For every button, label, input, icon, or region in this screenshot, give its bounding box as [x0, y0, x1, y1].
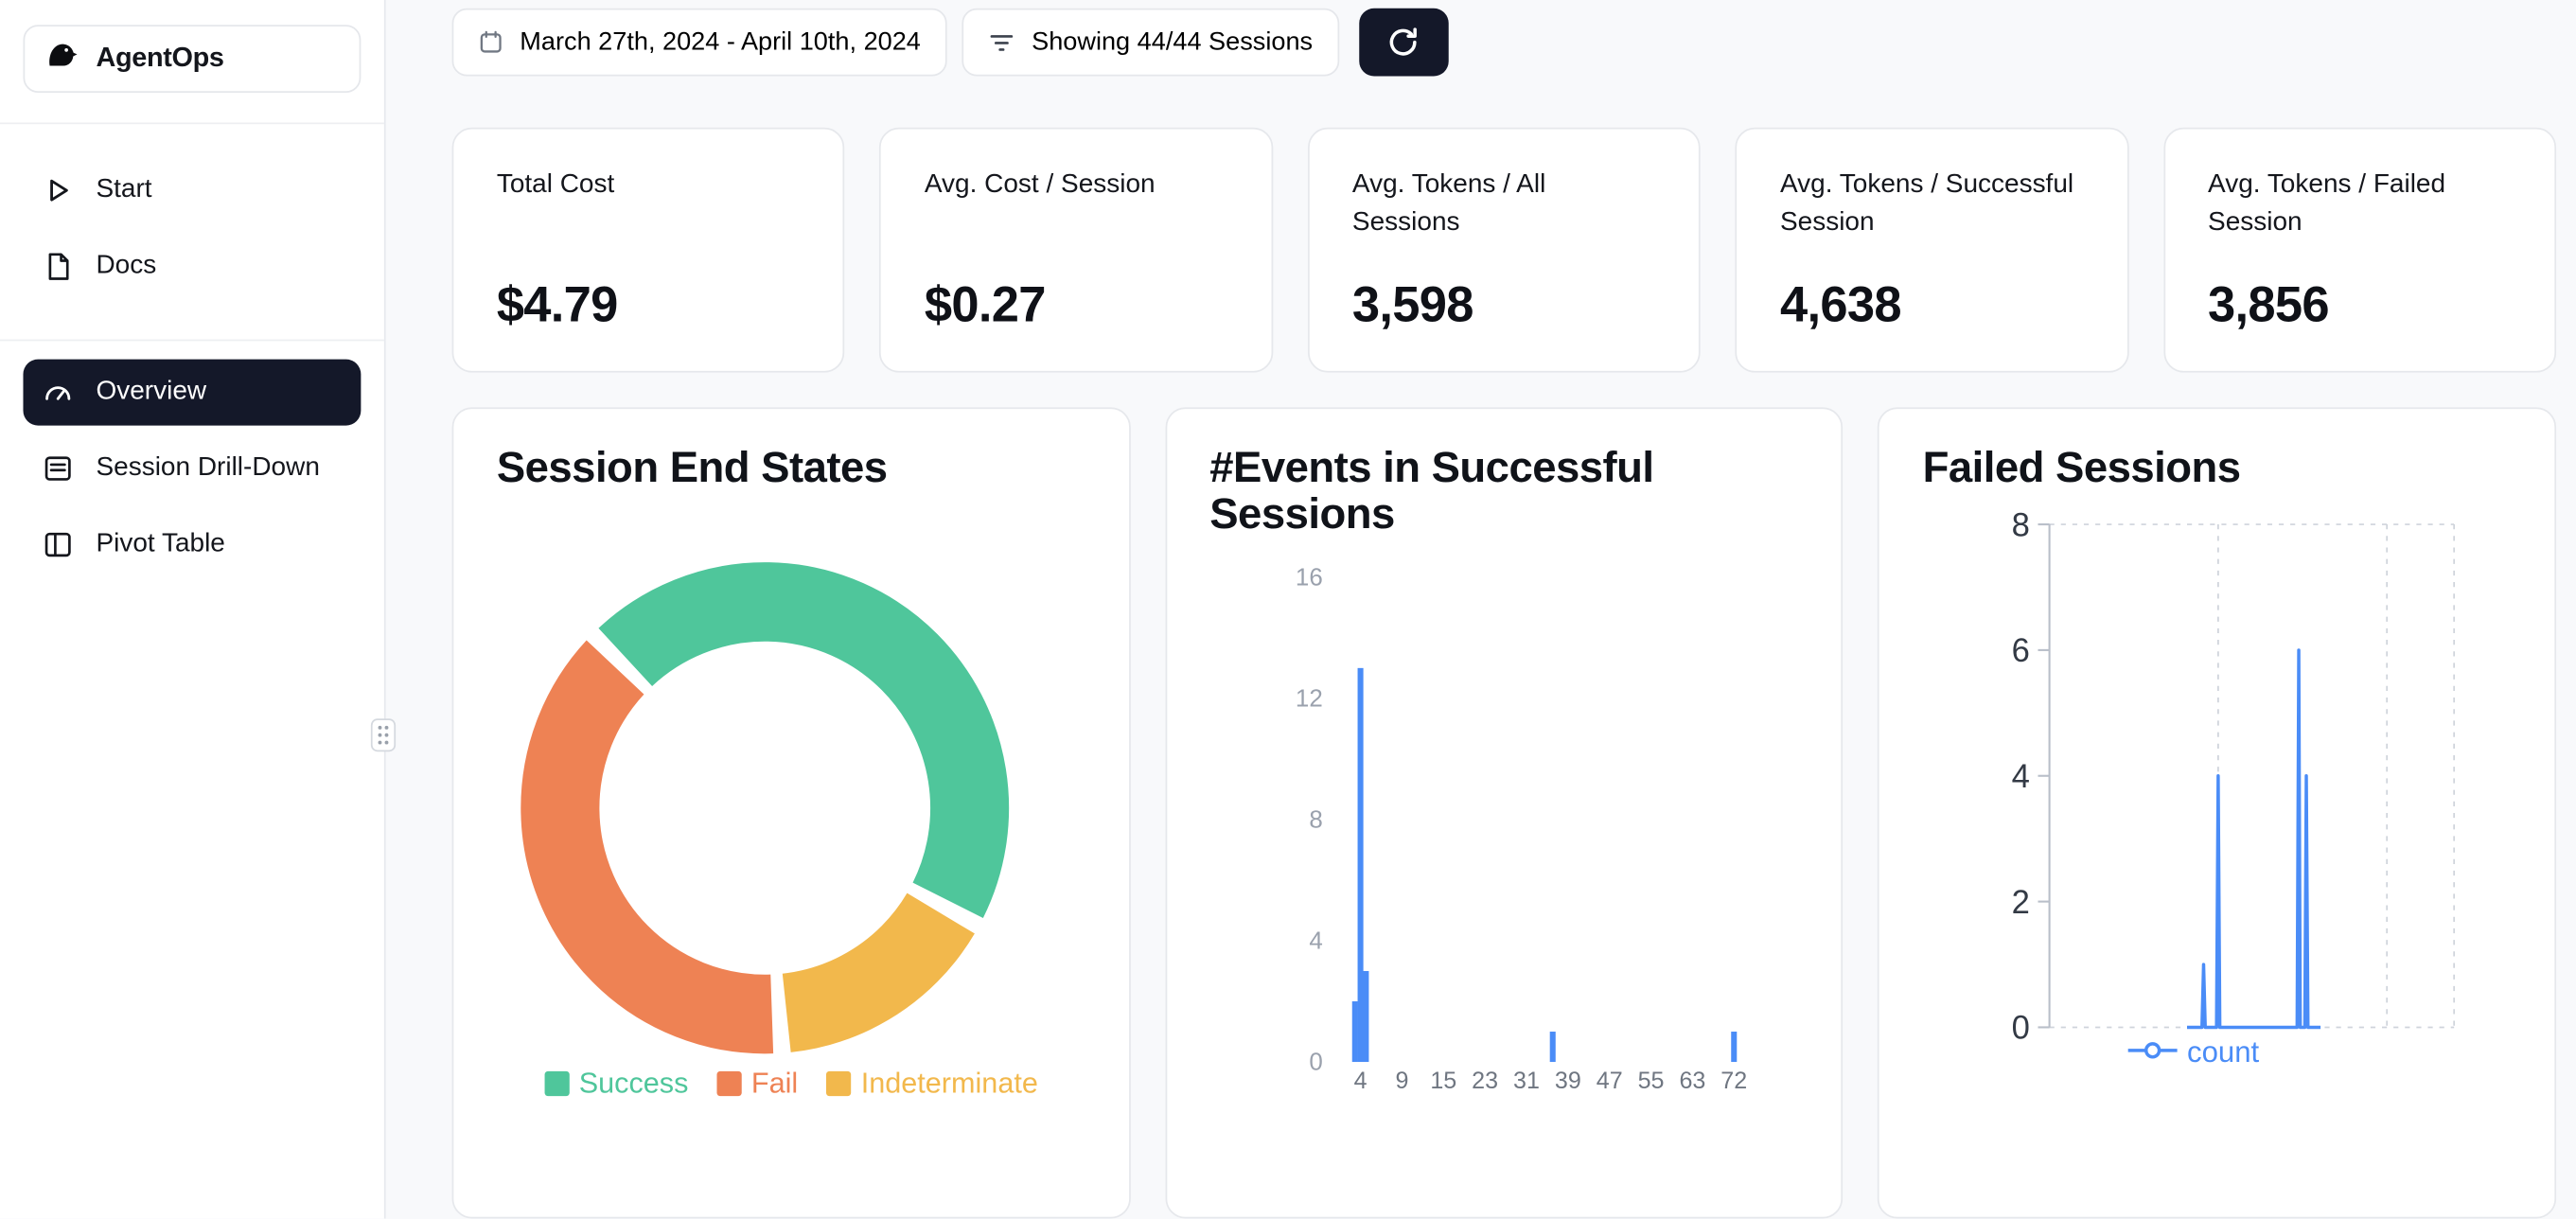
sidebar-divider [0, 339, 384, 342]
legend-item-fail: Fail [716, 1067, 798, 1102]
svg-text:4: 4 [1353, 1068, 1367, 1094]
svg-text:12: 12 [1295, 684, 1322, 713]
grip-dots-icon [378, 725, 389, 745]
list-icon [42, 452, 75, 486]
sidebar-item-session-drill-down[interactable]: Session Drill-Down [23, 435, 361, 502]
refresh-button[interactable] [1359, 8, 1449, 77]
play-icon [42, 174, 75, 207]
sidebar-item-pivot-table[interactable]: Pivot Table [23, 512, 361, 578]
svg-text:55: 55 [1637, 1068, 1664, 1094]
session-end-states-donut-chart [520, 562, 1010, 1054]
sidebar: AgentOps Start Docs O [0, 0, 397, 1219]
chart-title: #Events in Successful Sessions [1209, 442, 1654, 538]
stat-label: Avg. Tokens / Successful Session [1779, 170, 2074, 237]
stat-card-avg-tokens-successful: Avg. Tokens / Successful Session 4,638 [1735, 127, 2129, 373]
sidebar-item-docs[interactable]: Docs [23, 234, 361, 300]
svg-text:2: 2 [2012, 885, 2030, 921]
sidebar-item-label: Session Drill-Down [96, 453, 320, 483]
charts-row: Session End States Success Fail Indetermin… [451, 407, 2557, 1219]
table-columns-icon [42, 528, 75, 561]
svg-text:0: 0 [2012, 1011, 2030, 1047]
svg-text:4: 4 [2012, 759, 2030, 795]
chart-title: Failed Sessions [1922, 442, 2241, 492]
legend-swatch-icon [543, 1070, 570, 1097]
app-logo: AgentOps [23, 25, 362, 93]
events-histogram-chart: 0 4 8 12 16 4 9 15 23 31 39 47 55 63 72 [1295, 562, 1747, 1094]
events-histogram-card: #Events in Successful Sessions 0 4 8 12 16 4 9… [1165, 407, 1844, 1219]
sidebar-item-overview[interactable]: Overview [23, 359, 362, 426]
legend-swatch-icon [825, 1070, 852, 1097]
svg-text:15: 15 [1430, 1068, 1456, 1094]
failed-sessions-card: Failed Sessions 0 2 4 6 8 count [1878, 407, 2557, 1219]
svg-text:39: 39 [1554, 1068, 1580, 1094]
svg-text:8: 8 [1309, 805, 1322, 834]
date-range-label: March 27th, 2024 - April 10th, 2024 [520, 26, 921, 56]
sidebar-item-label: Start [96, 175, 152, 204]
gauge-icon [42, 376, 75, 409]
stat-value: $4.79 [496, 277, 619, 333]
sidebar-item-label: Docs [96, 251, 157, 280]
sidebar-item-label: Overview [96, 377, 207, 406]
calendar-icon [479, 29, 503, 54]
svg-text:47: 47 [1596, 1068, 1622, 1094]
legend-label: Fail [750, 1066, 799, 1100]
date-range-button[interactable]: March 27th, 2024 - April 10th, 2024 [451, 8, 947, 77]
app-title: AgentOps [96, 43, 224, 73]
stat-label: Avg. Tokens / All Sessions [1351, 170, 1546, 237]
sessions-filter-button[interactable]: Showing 44/44 Sessions [962, 8, 1340, 77]
chart-title: Session End States [496, 442, 888, 492]
legend-label: Indeterminate [860, 1066, 1038, 1100]
refresh-icon [1386, 25, 1421, 60]
main-content: March 27th, 2024 - April 10th, 2024 Show… [386, 0, 2576, 1219]
sidebar-resize-handle[interactable] [370, 718, 397, 752]
svg-text:23: 23 [1472, 1068, 1498, 1094]
stat-card-avg-tokens-failed: Avg. Tokens / Failed Session 3,856 [2162, 127, 2557, 373]
legend-item-indeterminate: Indeterminate [825, 1066, 1038, 1102]
sidebar-divider [0, 122, 384, 125]
sidebar-nav-main: Overview Session Drill-Down Pivot Table [0, 341, 384, 577]
document-icon [42, 250, 75, 283]
donut-legend: Success Fail Indeterminate [453, 1067, 1128, 1102]
stat-card-total-cost: Total Cost $4.79 [451, 127, 845, 373]
stat-value: 3,598 [1351, 277, 1474, 333]
stat-label: Avg. Tokens / Failed Session [2208, 170, 2446, 237]
legend-label: Success [578, 1066, 689, 1100]
svg-text:31: 31 [1512, 1068, 1539, 1094]
stat-label: Avg. Cost / Session [924, 170, 1156, 199]
legend-item-success: Success [543, 1066, 689, 1102]
stat-card-avg-cost-session: Avg. Cost / Session $0.27 [879, 127, 1273, 373]
session-end-states-card: Session End States Success Fail Indetermin… [451, 407, 1131, 1219]
svg-text:8: 8 [2012, 507, 2030, 543]
stat-cards-row: Total Cost $4.79 Avg. Cost / Session $0.… [451, 127, 2557, 373]
sessions-filter-label: Showing 44/44 Sessions [1032, 26, 1314, 56]
agentops-logo-icon [43, 36, 80, 82]
failed-sessions-line-chart: 0 2 4 6 8 count [2012, 507, 2456, 1069]
toolbar: March 27th, 2024 - April 10th, 2024 Show… [451, 8, 2556, 77]
stat-card-avg-tokens-all: Avg. Tokens / All Sessions 3,598 [1307, 127, 1702, 373]
svg-text:count: count [2188, 1035, 2261, 1069]
filter-icon [989, 29, 1015, 56]
svg-text:72: 72 [1720, 1068, 1747, 1094]
svg-text:16: 16 [1295, 562, 1322, 591]
svg-text:63: 63 [1679, 1068, 1705, 1094]
sidebar-item-label: Pivot Table [96, 529, 225, 558]
svg-text:4: 4 [1309, 927, 1322, 955]
svg-text:6: 6 [2012, 633, 2030, 669]
legend-swatch-icon [716, 1070, 742, 1097]
stat-value: $0.27 [924, 277, 1047, 333]
sidebar-nav-top: Start Docs [0, 124, 384, 299]
svg-text:9: 9 [1395, 1068, 1408, 1094]
sidebar-item-start[interactable]: Start [23, 157, 361, 223]
stat-value: 4,638 [1779, 277, 1902, 333]
stat-value: 3,856 [2208, 277, 2330, 333]
stat-label: Total Cost [496, 170, 615, 199]
svg-text:0: 0 [1309, 1048, 1322, 1076]
